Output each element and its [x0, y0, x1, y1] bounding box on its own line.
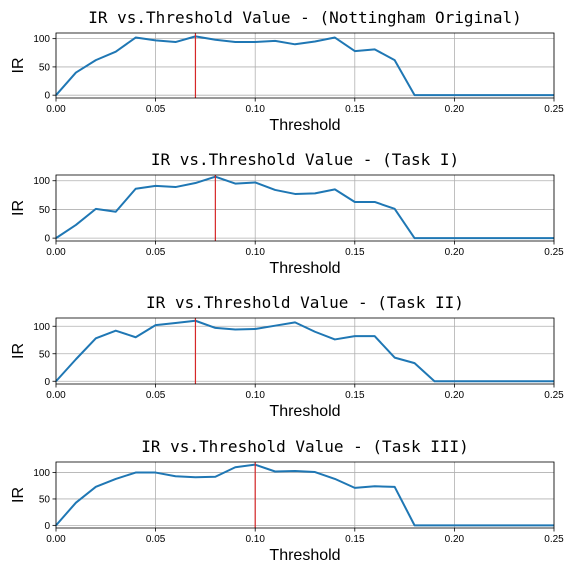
plot-frame [55, 461, 555, 529]
chart-panel-2: IR vs.Threshold Value - (Task I) 0.00 0.05… [10, 150, 564, 277]
ir-series-line [55, 175, 554, 240]
chart-panel-4: IR vs.Threshold Value - (Task III) 0.00 0.… [10, 437, 564, 564]
x-tick-label: 0.20 [445, 247, 465, 258]
x-tick-label: 0.10 [245, 104, 265, 115]
plot-frame [55, 32, 555, 99]
x-tick-label: 0.05 [146, 104, 166, 115]
x-axis-label: Threshold [269, 403, 340, 420]
ir-series-line [55, 463, 554, 527]
plot-frame [55, 317, 555, 385]
y-tick-label: 0 [44, 377, 50, 388]
y-tick-label: 50 [39, 205, 51, 216]
y-tick-label: 100 [33, 176, 50, 187]
y-tick-label: 0 [44, 91, 50, 102]
ir-series-line [55, 319, 554, 383]
x-tick-label: 0.15 [345, 247, 365, 258]
chart-title: IR vs.Threshold Value - (Nottingham Orig… [88, 8, 521, 27]
x-tick-label: 0.15 [345, 534, 365, 545]
x-tick-label: 0.10 [245, 534, 265, 545]
y-axis-label: IR [10, 58, 27, 74]
chart-panel-1: IR vs.Threshold Value - (Nottingham Orig… [10, 8, 564, 134]
x-tick-label: 0.15 [345, 104, 365, 115]
x-tick-label: 0.10 [245, 390, 265, 401]
chart-title: IR vs.Threshold Value - (Task I) [151, 150, 459, 169]
x-tick-label: 0.25 [544, 390, 564, 401]
x-tick-label: 0.05 [146, 247, 166, 258]
chart-panel-3: IR vs.Threshold Value - (Task II) 0.00 0.0… [10, 293, 564, 420]
y-tick-label: 100 [33, 468, 50, 479]
x-axis-label: Threshold [269, 117, 340, 134]
y-tick-label: 100 [33, 322, 50, 333]
x-tick-label: 0.00 [46, 104, 66, 115]
plot-frame [55, 174, 555, 242]
y-tick-label: 100 [33, 34, 50, 45]
x-tick-label: 0.10 [245, 247, 265, 258]
y-tick-label: 0 [44, 521, 50, 532]
x-tick-label: 0.00 [46, 534, 66, 545]
chart-title: IR vs.Threshold Value - (Task II) [146, 293, 464, 312]
y-axis-label: IR [10, 487, 27, 503]
x-tick-label: 0.15 [345, 390, 365, 401]
x-tick-label: 0.20 [445, 104, 465, 115]
x-tick-label: 0.20 [445, 390, 465, 401]
x-tick-label: 0.25 [544, 104, 564, 115]
x-tick-label: 0.25 [544, 247, 564, 258]
ir-series-line [55, 35, 554, 97]
y-axis-label: IR [10, 343, 27, 359]
y-tick-label: 0 [44, 234, 50, 245]
y-tick-label: 50 [39, 494, 51, 505]
x-tick-label: 0.05 [146, 534, 166, 545]
x-tick-label: 0.05 [146, 390, 166, 401]
y-tick-label: 50 [39, 349, 51, 360]
x-tick-label: 0.00 [46, 247, 66, 258]
y-axis-label: IR [10, 200, 27, 216]
chart-title: IR vs.Threshold Value - (Task III) [141, 437, 469, 456]
x-axis-label: Threshold [269, 260, 340, 277]
x-tick-label: 0.25 [544, 534, 564, 545]
x-tick-label: 0.00 [46, 390, 66, 401]
x-tick-label: 0.20 [445, 534, 465, 545]
x-axis-label: Threshold [269, 547, 340, 564]
y-tick-label: 50 [39, 62, 51, 73]
